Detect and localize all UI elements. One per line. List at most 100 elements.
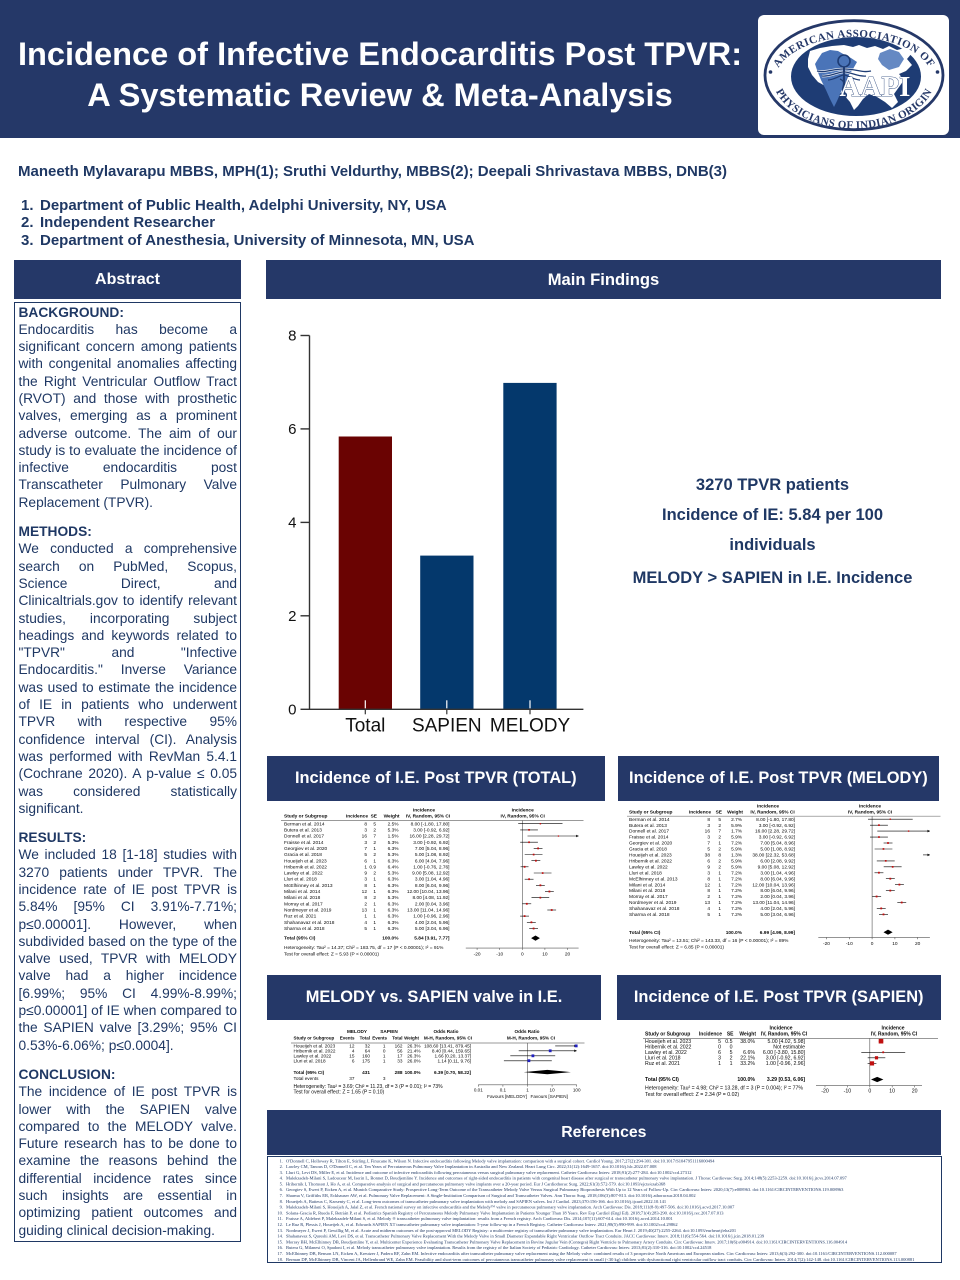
svg-text:38.00 [22.32, 53.68]: 38.00 [22.32, 53.68] [752,853,795,859]
svg-text:7.2%: 7.2% [731,888,743,894]
svg-text:Total: Total [392,1036,402,1041]
svg-text:5: 5 [707,912,710,918]
svg-text:5.00 [3.04, 6.96]: 5.00 [3.04, 6.96] [415,926,450,932]
svg-text:Houeijeh et al. 2023: Houeijeh et al. 2023 [284,858,327,864]
svg-text:13.00 [11.04, 14.96]: 13.00 [11.04, 14.96] [753,900,795,906]
svg-text:431: 431 [362,1070,370,1075]
svg-text:Houeijeh et al. 2023: Houeijeh et al. 2023 [645,1039,691,1045]
svg-text:Study or Subgroup: Study or Subgroup [294,1036,335,1041]
svg-text:Study or Subgroup: Study or Subgroup [284,814,328,820]
svg-text:38.0%: 38.0% [740,1039,755,1045]
svg-text:SE: SE [371,814,378,820]
svg-text:6.3%: 6.3% [388,877,400,883]
svg-text:7.2%: 7.2% [731,876,743,882]
svg-text:Milani et al. 2018: Milani et al. 2018 [284,895,321,901]
svg-text:Incidence: Incidence [689,809,711,815]
svg-text:Ruz et al. 2021: Ruz et al. 2021 [645,1061,680,1067]
svg-text:100.0%: 100.0% [737,1077,755,1083]
svg-text:3: 3 [364,877,367,883]
svg-text:5: 5 [718,1039,721,1045]
svg-text:Nordmeyer et al. 2019: Nordmeyer et al. 2019 [629,900,677,906]
svg-text:38: 38 [705,853,711,859]
svg-text:26.0%: 26.0% [407,1059,420,1064]
svg-text:-20: -20 [823,941,830,947]
svg-text:McElhinney et al. 2013: McElhinney et al. 2013 [284,883,333,889]
svg-text:Lluri et al. 2018: Lluri et al. 2018 [284,877,317,883]
svg-text:4: 4 [364,920,367,926]
svg-text:3.29 [0.53, 6.06]: 3.29 [0.53, 6.06] [767,1077,805,1083]
svg-text:2: 2 [718,823,721,829]
svg-text:1: 1 [373,889,376,895]
svg-text:Shahanavaz et al. 2018: Shahanavaz et al. 2018 [284,920,335,926]
svg-text:7.2%: 7.2% [731,906,743,912]
svg-text:32: 32 [365,1044,371,1049]
svg-text:Houeijeh et al. 2023: Houeijeh et al. 2023 [294,1044,336,1049]
svg-text:8: 8 [707,888,710,894]
svg-text:Shahanavaz et al. 2018: Shahanavaz et al. 2018 [629,906,680,912]
svg-text:10: 10 [550,1088,556,1093]
svg-text:10: 10 [542,952,548,958]
svg-text:Odds Ratio: Odds Ratio [514,1029,539,1034]
svg-text:1.00 [-0.96, 2.96]: 1.00 [-0.96, 2.96] [766,1061,806,1067]
svg-text:2.5%: 2.5% [388,821,400,827]
svg-text:1: 1 [373,846,376,852]
svg-text:-20: -20 [474,952,481,958]
svg-text:8: 8 [288,328,296,345]
svg-text:3: 3 [718,1056,721,1062]
svg-text:6.3%: 6.3% [388,914,400,920]
svg-text:1: 1 [718,888,721,894]
svg-text:7.2%: 7.2% [731,912,743,918]
svg-text:Heterogeneity: Tau² = 14.37; C: Heterogeneity: Tau² = 14.37; Chi² = 183.… [284,945,444,951]
svg-text:Hribernik et al. 2022: Hribernik et al. 2022 [294,1049,336,1054]
svg-text:2: 2 [718,847,721,853]
svg-text:13: 13 [705,900,711,906]
svg-text:1: 1 [373,858,376,864]
svg-text:1.14 [0.11, 9.76]: 1.14 [0.11, 9.76] [437,1059,471,1064]
svg-text:5: 5 [730,1050,733,1056]
svg-text:1: 1 [730,1061,733,1067]
svg-text:8: 8 [364,821,367,827]
svg-text:0: 0 [730,1045,733,1051]
svg-text:13.00 [11.04, 14.96]: 13.00 [11.04, 14.96] [407,908,449,914]
svg-text:Incidence: Incidence [881,1026,904,1032]
svg-text:288: 288 [395,1070,403,1075]
svg-text:5: 5 [718,817,721,823]
svg-text:-20: -20 [821,1088,829,1094]
svg-text:IV, Random, 95% CI: IV, Random, 95% CI [501,814,546,820]
svg-text:7.00 [5.04, 8.96]: 7.00 [5.04, 8.96] [415,846,450,852]
svg-text:1: 1 [383,1054,386,1059]
svg-text:1: 1 [373,877,376,883]
svg-text:2: 2 [373,871,376,877]
svg-text:Total events: Total events [294,1076,320,1081]
svg-text:8.00 [6.04, 9.96]: 8.00 [6.04, 9.96] [760,888,795,894]
svg-text:Hribernik et al. 2022: Hribernik et al. 2022 [629,859,672,865]
svg-text:22.1%: 22.1% [740,1056,755,1062]
svg-text:Ruz et al. 2021: Ruz et al. 2021 [284,914,317,920]
svg-text:Incidence: Incidence [757,804,779,810]
svg-text:Morray et al. 2017: Morray et al. 2017 [629,894,668,900]
svg-text:5.3%: 5.3% [388,840,400,846]
svg-text:26.3%: 26.3% [407,1054,420,1059]
svg-text:6.3%: 6.3% [388,920,400,926]
svg-text:Berman et al. 2014: Berman et al. 2014 [284,821,325,827]
svg-text:5.9%: 5.9% [731,864,743,870]
svg-text:SE: SE [727,1032,734,1038]
svg-text:12.00 [10.04, 13.96]: 12.00 [10.04, 13.96] [752,882,795,888]
svg-text:0.5: 0.5 [725,1039,732,1045]
svg-text:33: 33 [397,1059,403,1064]
svg-text:6.3%: 6.3% [388,883,400,889]
svg-text:2: 2 [718,864,721,870]
svg-text:5.00 [1.08, 8.92]: 5.00 [1.08, 8.92] [415,852,450,858]
svg-text:Milani et al. 2018: Milani et al. 2018 [629,888,666,894]
svg-text:6: 6 [707,859,710,865]
svg-text:0: 0 [288,701,296,718]
svg-text:Lawley et al. 2022: Lawley et al. 2022 [629,864,668,870]
svg-text:Nordmeyer et al. 2019: Nordmeyer et al. 2019 [284,908,332,914]
svg-text:1: 1 [373,926,376,932]
svg-text:3: 3 [383,1076,386,1081]
svg-text:1: 1 [373,883,376,889]
svg-text:6.3%: 6.3% [388,901,400,907]
svg-text:Georgiev et al. 2020: Georgiev et al. 2020 [629,841,673,847]
svg-text:5: 5 [364,852,367,858]
svg-text:Total (95% CI): Total (95% CI) [294,1070,325,1075]
